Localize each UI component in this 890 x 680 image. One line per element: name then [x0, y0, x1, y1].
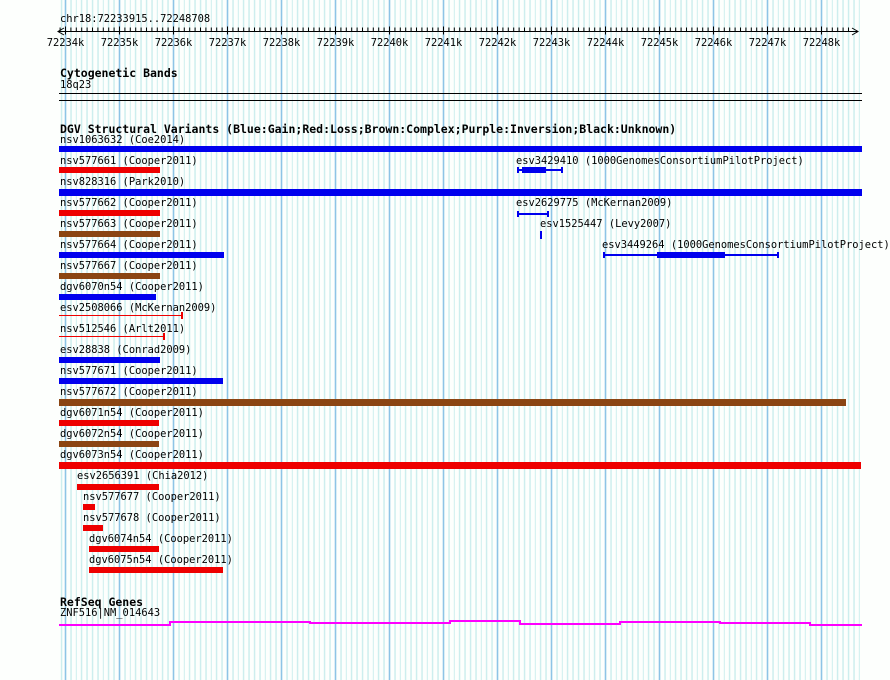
- variant-label: esv1525447 (Levy2007): [540, 218, 672, 230]
- ruler-tick-label: 72244k: [587, 37, 625, 49]
- variant-bar[interactable]: [89, 567, 223, 573]
- variant-label: esv2656391 (Chia2012): [77, 470, 209, 482]
- variant-bar[interactable]: [83, 525, 103, 531]
- variant-bar[interactable]: [59, 399, 846, 406]
- variant-range-left-tick[interactable]: [603, 252, 605, 258]
- ruler-tick-label: 72237k: [209, 37, 247, 49]
- ruler-right-arrow-icon: [851, 27, 859, 36]
- ruler-left-arrow-icon: [57, 27, 65, 36]
- variant-label: dgv6072n54 (Cooper2011): [60, 428, 204, 440]
- ruler-tick-label: 72241k: [425, 37, 463, 49]
- ruler-tick-label: 72234k: [47, 37, 85, 49]
- variant-label: dgv6075n54 (Cooper2011): [89, 554, 233, 566]
- variant-range-left-tick[interactable]: [517, 167, 519, 173]
- ruler-tick-label: 72242k: [479, 37, 517, 49]
- variant-range-line[interactable]: [59, 315, 182, 316]
- grid-stripes-background: [59, 0, 862, 680]
- variant-label: nsv577664 (Cooper2011): [60, 239, 198, 251]
- variant-range-right-tick[interactable]: [163, 333, 165, 340]
- variant-label: nsv577678 (Cooper2011): [83, 512, 221, 524]
- cytoband-line: [59, 93, 862, 94]
- variant-range-box[interactable]: [657, 252, 725, 258]
- variant-bar[interactable]: [59, 273, 160, 279]
- variant-label: nsv577662 (Cooper2011): [60, 197, 198, 209]
- cytoband-label: 18q23: [60, 79, 92, 91]
- variant-label: nsv577667 (Cooper2011): [60, 260, 198, 272]
- coordinate-ruler: 72234k 72235k 72236k 72237k 72238k 72239k 7224…: [47, 26, 859, 49]
- variant-range-box[interactable]: [522, 167, 546, 173]
- variant-label: dgv6074n54 (Cooper2011): [89, 533, 233, 545]
- variant-bar[interactable]: [59, 167, 160, 173]
- ruler-tick-label: 72235k: [101, 37, 139, 49]
- ruler-tick-label: 72247k: [749, 37, 787, 49]
- variant-label: esv2508066 (McKernan2009): [60, 302, 217, 314]
- variant-bar[interactable]: [59, 231, 160, 237]
- variant-label: nsv512546 (Arlt2011): [60, 323, 186, 335]
- ruler-tick-label: 72240k: [371, 37, 409, 49]
- ruler-tick-label: 72238k: [263, 37, 301, 49]
- variant-bar[interactable]: [59, 146, 862, 152]
- variant-range-right-tick[interactable]: [547, 211, 549, 217]
- variant-label: esv28838 (Conrad2009): [60, 344, 192, 356]
- section-title-dgv-structural-variants: DGV Structural Variants (Blue:Gain;Red:L…: [60, 122, 677, 136]
- section-separator-line: [59, 100, 862, 101]
- variant-range-line[interactable]: [59, 336, 164, 337]
- section-title-refseq-genes: RefSeq Genes: [60, 595, 144, 609]
- variant-bar[interactable]: [59, 378, 223, 384]
- ruler-tick-label: 72236k: [155, 37, 193, 49]
- refseq-gene-label: ZNF516|NM_014643: [60, 607, 161, 619]
- variant-bar[interactable]: [83, 504, 95, 510]
- ruler-tick-label: 72243k: [533, 37, 571, 49]
- variant-label: nsv577677 (Cooper2011): [83, 491, 221, 503]
- variant-label: nsv828316 (Park2010): [60, 176, 186, 188]
- variant-bar[interactable]: [59, 252, 224, 258]
- variant-bar[interactable]: [77, 484, 159, 490]
- region-position-label: chr18:72233915..72248708: [60, 13, 211, 25]
- variant-range-right-tick[interactable]: [777, 252, 779, 258]
- ruler-tick-label: 72245k: [641, 37, 679, 49]
- variant-bar[interactable]: [59, 441, 159, 447]
- variant-point-tick[interactable]: [540, 231, 542, 239]
- variant-label: dgv6070n54 (Cooper2011): [60, 281, 204, 293]
- variant-label: dgv6071n54 (Cooper2011): [60, 407, 204, 419]
- variant-label: nsv577672 (Cooper2011): [60, 386, 198, 398]
- variant-bar[interactable]: [59, 462, 861, 469]
- variant-label: nsv577663 (Cooper2011): [60, 218, 198, 230]
- variant-range-right-tick[interactable]: [561, 167, 563, 173]
- variant-bar[interactable]: [59, 357, 160, 363]
- ruler-tick-label: 72246k: [695, 37, 733, 49]
- variant-range-left-tick[interactable]: [517, 211, 519, 217]
- variant-bar[interactable]: [59, 420, 159, 426]
- section-title-cytogenetic-bands: Cytogenetic Bands: [60, 66, 178, 80]
- ruler-tick-label: 72239k: [317, 37, 355, 49]
- variant-bar[interactable]: [59, 294, 156, 300]
- variant-label: nsv577671 (Cooper2011): [60, 365, 198, 377]
- variant-range-right-tick[interactable]: [181, 312, 183, 319]
- variant-bar[interactable]: [59, 189, 862, 196]
- variant-label: esv2629775 (McKernan2009): [516, 197, 673, 209]
- ruler-tick-label: 72248k: [803, 37, 841, 49]
- variant-label: nsv577661 (Cooper2011): [60, 155, 198, 167]
- variant-range-line[interactable]: [517, 213, 548, 215]
- variant-label: esv3449264 (1000GenomesConsortiumPilotPr…: [602, 239, 890, 251]
- variant-label: esv3429410 (1000GenomesConsortiumPilotPr…: [516, 155, 804, 167]
- variant-label: nsv1063632 (Coe2014): [60, 134, 186, 146]
- variant-bar[interactable]: [89, 546, 159, 552]
- variant-label: dgv6073n54 (Cooper2011): [60, 449, 204, 461]
- variant-bar[interactable]: [59, 210, 160, 216]
